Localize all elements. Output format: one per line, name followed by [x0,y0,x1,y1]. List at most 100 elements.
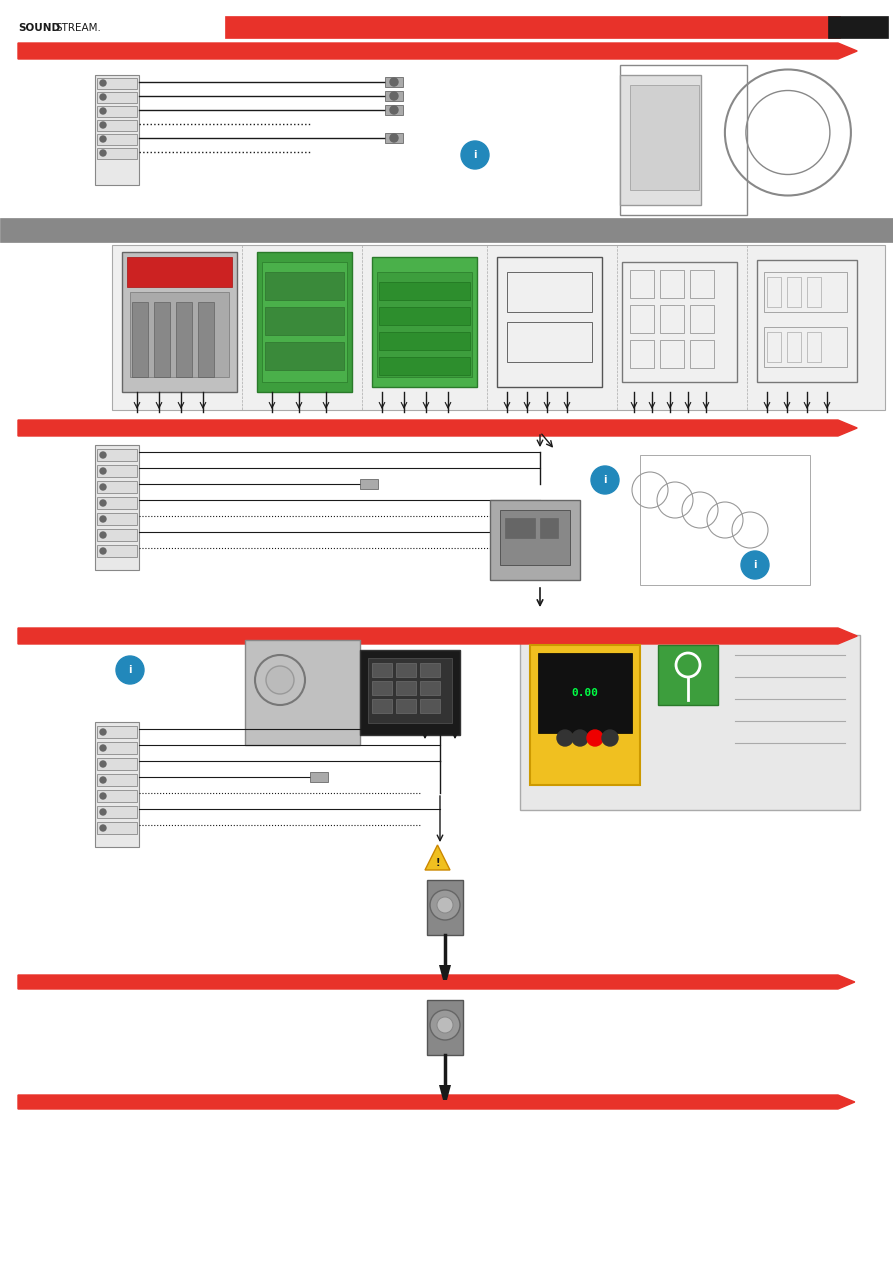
Bar [97,148,137,159]
Polygon shape [439,965,451,980]
Bar [97,758,137,770]
Circle shape [390,78,398,86]
Bar [368,658,452,722]
Circle shape [437,1017,453,1033]
Circle shape [430,1010,460,1039]
Circle shape [100,532,106,538]
Bar [176,302,192,376]
Bar [112,245,885,410]
Circle shape [741,551,769,578]
Bar [377,272,472,376]
Bar [97,741,137,754]
Polygon shape [18,421,857,436]
Bar [265,272,344,301]
Bar [372,256,477,386]
Bar [257,253,352,392]
Bar [396,663,416,677]
Circle shape [100,93,106,100]
Bar [690,304,714,333]
Bar [630,304,654,333]
Bar [97,78,137,88]
Bar [372,698,392,714]
Bar [538,653,632,733]
Bar [540,518,558,538]
Bar [500,510,570,565]
Bar [660,304,684,333]
Text: i: i [754,560,756,570]
Circle shape [100,109,106,114]
Bar [360,479,378,489]
Bar [130,292,229,376]
Bar [620,75,700,205]
Bar [620,64,747,215]
Bar [507,272,592,312]
Bar [660,270,684,298]
Bar [97,120,137,131]
Bar [385,91,403,101]
Circle shape [266,666,294,693]
Polygon shape [18,1095,855,1109]
Circle shape [100,793,106,799]
Bar [379,357,470,375]
Bar [396,681,416,695]
Bar [97,546,137,557]
Circle shape [100,123,106,128]
Bar [95,445,139,570]
Circle shape [602,730,618,746]
Bar [97,481,137,493]
Bar [385,133,403,143]
Bar [640,455,810,585]
Bar [97,450,137,461]
Circle shape [100,484,106,490]
Circle shape [100,469,106,474]
Bar [97,726,137,738]
Bar [360,650,460,735]
Circle shape [100,80,106,86]
Polygon shape [18,43,857,59]
Bar [505,518,535,538]
Circle shape [100,136,106,141]
Bar [0,218,893,242]
Bar [95,722,139,847]
Bar [379,282,470,301]
Bar [97,465,137,477]
Bar [310,772,328,782]
Circle shape [100,810,106,815]
Bar [520,635,860,810]
Text: !: ! [435,858,439,868]
Circle shape [100,517,106,522]
Text: i: i [129,666,132,674]
Bar [132,302,148,376]
Circle shape [437,897,453,913]
Bar [97,822,137,834]
Bar [757,260,857,381]
Bar [630,85,699,189]
Bar [379,307,470,325]
Bar [622,261,737,381]
Bar [690,270,714,298]
Circle shape [100,548,106,554]
Polygon shape [439,1085,451,1100]
Bar [385,77,403,87]
Circle shape [591,466,619,494]
Bar [764,272,847,312]
Circle shape [100,825,106,831]
Circle shape [100,762,106,767]
Bar [198,302,214,376]
Bar [97,92,137,104]
Circle shape [557,730,573,746]
Bar [97,134,137,145]
Bar [420,681,440,695]
Bar [787,277,801,307]
Circle shape [587,730,603,746]
Bar [154,302,170,376]
Bar [225,16,840,38]
Bar [420,698,440,714]
Circle shape [100,150,106,157]
Bar [530,645,640,786]
Polygon shape [18,975,855,989]
Bar [97,529,137,541]
Polygon shape [18,628,857,644]
Bar [95,75,139,184]
Bar [767,277,781,307]
